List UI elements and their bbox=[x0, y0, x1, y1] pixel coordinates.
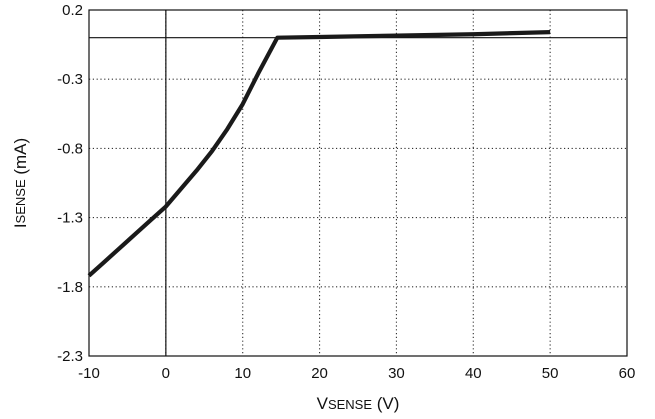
grid bbox=[89, 10, 627, 356]
x-tick-label: 60 bbox=[619, 365, 636, 382]
x-tick-label: 50 bbox=[542, 365, 559, 382]
x-tick-label: 20 bbox=[311, 365, 328, 382]
y-tick-label: -1.3 bbox=[57, 210, 83, 227]
y-tick-label: -2.3 bbox=[57, 348, 83, 365]
series-layer bbox=[87, 30, 551, 278]
y-tick-labels: -2.3 -1.8 -1.3 -0.8 -0.3 0.2 bbox=[57, 2, 83, 365]
x-axis-label-lead: V bbox=[317, 394, 329, 413]
y-tick-label: -0.3 bbox=[57, 71, 83, 88]
reference-lines bbox=[89, 10, 627, 356]
x-axis-label: VSENSE (V) bbox=[317, 394, 400, 413]
x-tick-label: 10 bbox=[234, 365, 251, 382]
y-axis-label: ISENSE (mA) bbox=[11, 138, 30, 228]
x-tick-label: -10 bbox=[78, 365, 100, 382]
x-tick-label: 0 bbox=[162, 365, 170, 382]
x-axis-label-subscript: SENSE bbox=[328, 397, 372, 412]
series-line-1 bbox=[87, 30, 551, 278]
y-tick-label: 0.2 bbox=[62, 2, 83, 19]
x-tick-label: 30 bbox=[388, 365, 405, 382]
plot-area-frame bbox=[88, 9, 628, 357]
y-axis-label-unit: (mA) bbox=[11, 138, 30, 180]
y-axis-label-subscript: SENSE bbox=[13, 179, 28, 223]
y-axis-label-lead: I bbox=[11, 223, 30, 228]
x-axis-label-unit: (V) bbox=[372, 394, 399, 413]
x-tick-labels: -10 0 10 20 30 40 50 60 bbox=[78, 365, 635, 382]
x-tick-label: 40 bbox=[465, 365, 482, 382]
y-tick-label: -0.8 bbox=[57, 140, 83, 157]
y-tick-label: -1.8 bbox=[57, 279, 83, 296]
